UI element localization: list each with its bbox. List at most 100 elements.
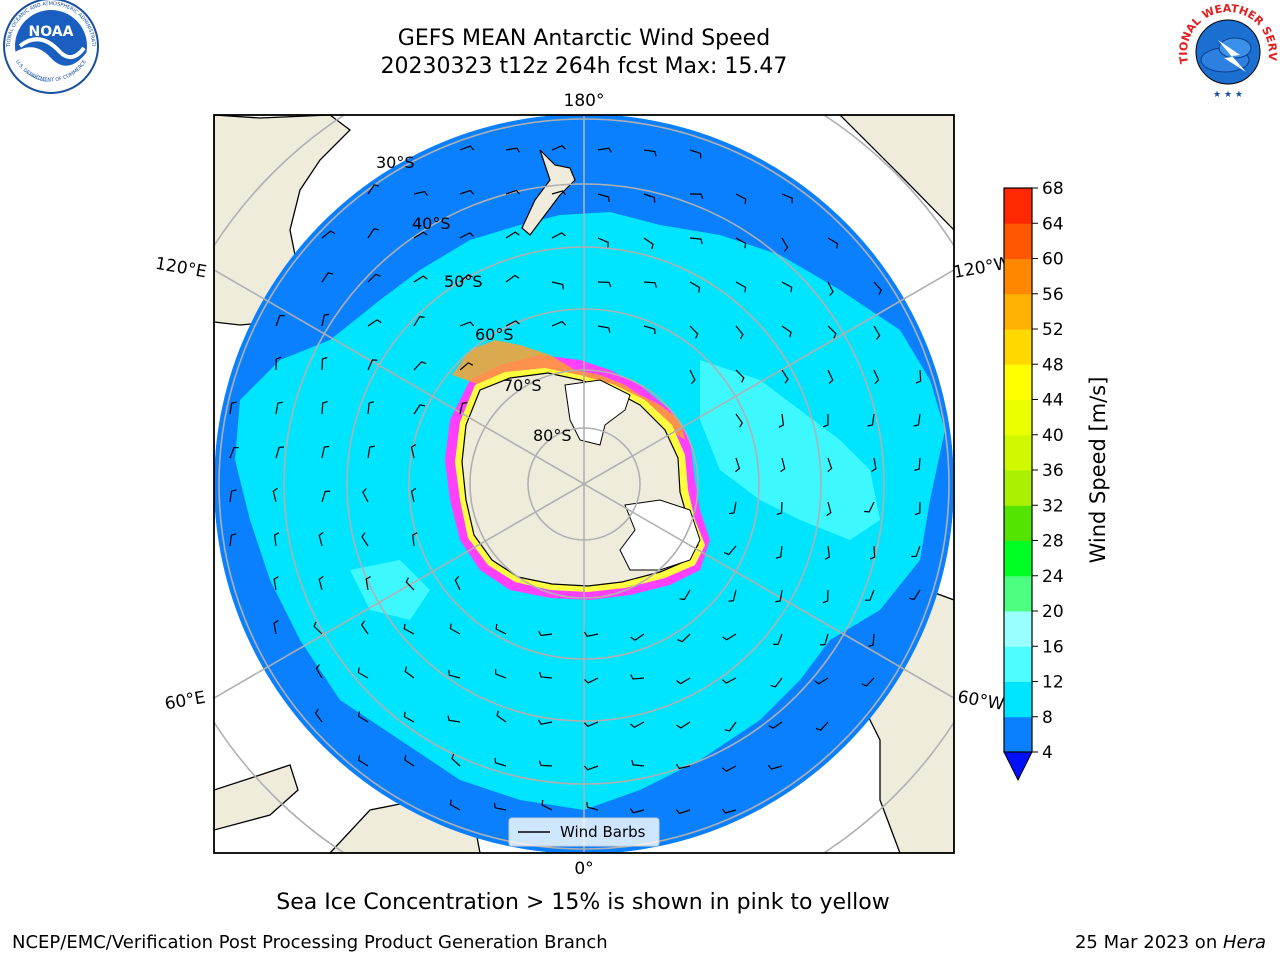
colorbar-box: [1004, 329, 1032, 365]
wind-barb: [454, 575, 461, 591]
legend-label: Wind Barbs: [560, 823, 646, 841]
wind-barb: [767, 764, 783, 770]
colorbar-tick-label: 56: [1042, 285, 1064, 305]
wind-barb: [643, 281, 657, 288]
colorbar-tick-label: 44: [1042, 391, 1064, 411]
wind-barb: [776, 501, 783, 516]
wind-barb: [321, 445, 330, 459]
wind-barb: [735, 369, 745, 383]
colorbar-box: [1004, 399, 1032, 436]
colorbar-tick-label: 8: [1042, 708, 1053, 728]
wind-barb: [689, 237, 703, 245]
chart-title: GEFS MEAN Antarctic Wind Speed: [397, 26, 771, 51]
wind-barb: [367, 184, 380, 195]
lon-label-60e: 60°E: [163, 688, 207, 715]
colorbar-tick-label: 24: [1042, 567, 1064, 587]
wind-barb: [597, 325, 611, 333]
wind-barb: [597, 281, 612, 288]
wind-band-12-16-west: [350, 560, 430, 620]
wind-barb: [367, 359, 378, 371]
chart-subtitle: 20230323 t12z 264h fcst Max: 15.47: [380, 54, 788, 79]
lat-label-70s: 70°S: [503, 376, 542, 395]
wind-barb: [826, 501, 832, 517]
wind-barb: [775, 545, 783, 559]
wind-barb: [321, 401, 328, 415]
colorbar-box: [1004, 505, 1032, 541]
colorbar-tick-label: 4: [1042, 743, 1053, 763]
nws-stars-icon: ★ ★ ★: [1213, 90, 1243, 100]
wind-barb: [410, 488, 417, 503]
wind-barb: [583, 721, 599, 728]
wind-barb: [735, 413, 744, 428]
noaa-logo: NOAA NATIONAL OCEANIC AND ATMOSPHERIC AD…: [0, 0, 99, 94]
wind-barb: [864, 501, 875, 513]
wind-barb: [539, 671, 553, 679]
wind-barb: [722, 633, 737, 641]
wind-barb: [630, 633, 645, 641]
wind-barb: [229, 447, 239, 459]
colorbar-box: [1004, 611, 1032, 647]
wind-barb: [495, 669, 507, 679]
wind-barb: [273, 576, 279, 591]
wind-barb: [367, 273, 381, 283]
colorbar-extend-arrow: [1003, 751, 1033, 782]
wind-barb: [551, 190, 567, 196]
wind-barb: [403, 623, 415, 635]
wind-barb: [413, 361, 427, 371]
wind-barb: [873, 325, 881, 340]
wind-barb: [493, 802, 507, 811]
wind-barb: [365, 576, 371, 591]
wind-barb: [361, 532, 369, 547]
wind-barb: [722, 765, 737, 772]
wind-barb: [819, 633, 829, 646]
colorbar-tick-label: 12: [1042, 673, 1064, 693]
wind-barb: [676, 764, 691, 770]
wind-barb: [679, 589, 691, 601]
colorbar-label: Wind Speed [m/s]: [1086, 377, 1110, 564]
wind-barb: [505, 189, 521, 195]
polar-map: 180° 0° 120°E 120°W 60°E 60°W 30°S 40°S …: [0, 0, 1279, 879]
wind-barb: [413, 231, 428, 239]
wind-barb: [360, 620, 369, 635]
wind-barb: [551, 144, 567, 151]
wind-barb: [630, 674, 645, 680]
wind-barb: [675, 809, 691, 815]
wind-barb: [505, 320, 520, 327]
wind-barb: [630, 721, 645, 729]
wind-barb: [689, 369, 696, 385]
wind-barb: [781, 193, 793, 204]
wind-barb: [723, 545, 737, 556]
wind-barb: [413, 315, 425, 327]
colorbar-tick-label: 52: [1042, 320, 1064, 340]
wind-barb: [768, 721, 783, 730]
colorbar-box: [1004, 646, 1032, 682]
wind-barb: [273, 532, 280, 547]
wind-barb: [689, 149, 702, 159]
colorbar-box: [1004, 364, 1032, 400]
wind-barb: [864, 589, 875, 601]
lon-label-120e: 120°E: [154, 254, 208, 283]
wind-barb: [321, 313, 330, 327]
meridian-60e-120w: [214, 269, 954, 699]
wind-barb: [677, 633, 691, 643]
colorbar-box: [1004, 188, 1032, 224]
wind-barb: [781, 369, 789, 384]
wind-barb: [459, 189, 475, 195]
wind-barb: [724, 721, 737, 732]
wind-barb: [275, 315, 285, 327]
wind-barb: [321, 490, 331, 503]
wind-barb: [778, 413, 785, 428]
wind-barb: [459, 321, 475, 327]
wind-barb: [459, 273, 473, 283]
wind-barb: [914, 457, 921, 471]
wind-barb: [404, 666, 415, 679]
footer-date-text: 25 Mar 2023 on: [1074, 932, 1223, 953]
wind-barb: [643, 237, 654, 250]
wind-barb: [367, 319, 382, 327]
wind-barb: [873, 281, 883, 295]
wind-barb: [358, 755, 369, 767]
wind-barb: [869, 545, 876, 560]
wind-barb: [405, 577, 415, 591]
footer-date: 25 Mar 2023 on Hera: [1075, 932, 1266, 953]
